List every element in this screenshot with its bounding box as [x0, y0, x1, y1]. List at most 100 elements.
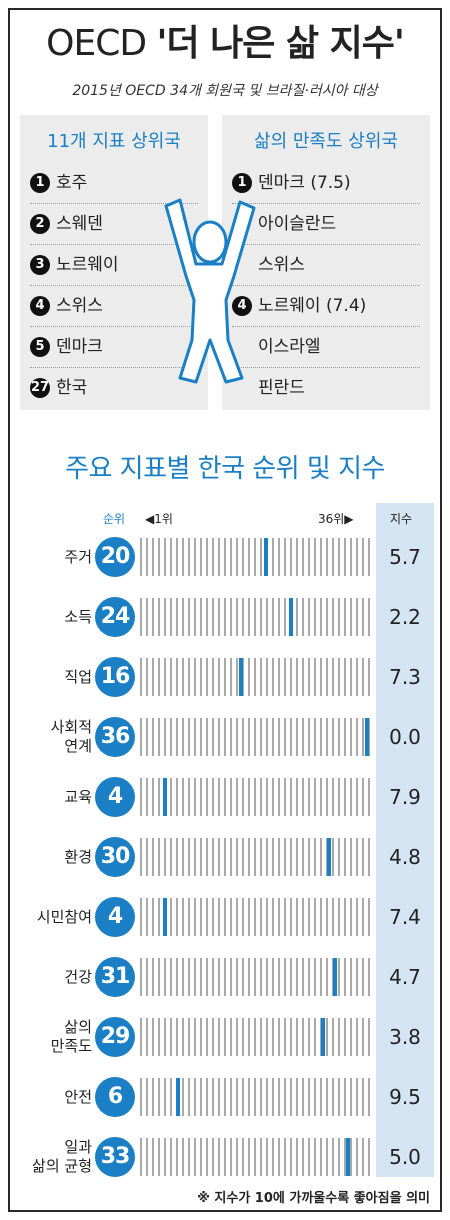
rank-marker: [333, 958, 338, 996]
country-name: 핀란드: [258, 378, 305, 398]
index-value: 2.2: [389, 605, 421, 629]
rank-scale-bar: [140, 1078, 373, 1116]
indicator-label: 환경: [64, 847, 92, 866]
title-main: '더 나은 삶 지수': [156, 23, 405, 64]
indicator-label: 주거: [64, 547, 92, 566]
country-name: 한국: [56, 378, 88, 398]
table-row: 시민참여 4 7.4: [0, 892, 450, 952]
section-title: 주요 지표별 한국 순위 및 지수: [65, 454, 385, 484]
index-value: 7.9: [389, 785, 421, 809]
index-value: 5.7: [389, 545, 421, 569]
list-item: 이스라엘: [232, 327, 420, 368]
index-value: 3.8: [389, 1025, 421, 1049]
list-item: 5 덴마크: [30, 327, 198, 368]
first-rank-header: ◀1위: [145, 512, 173, 526]
rank-badge: 36: [95, 717, 135, 757]
rank-marker: [162, 778, 167, 816]
rank-badge: 31: [95, 957, 135, 997]
list-item: 핀란드: [232, 368, 420, 408]
page-title: OECD '더 나은 삶 지수': [0, 14, 450, 66]
index-value: 7.3: [389, 665, 421, 689]
country-name: 덴마크: [56, 337, 103, 357]
rank-header: 순위: [103, 512, 126, 526]
index-value: 4.8: [389, 845, 421, 869]
index-value: 9.5: [389, 1085, 421, 1109]
life-satisfaction-heading: 삶의 만족도 상위국: [254, 131, 398, 152]
list-item: 4 스위스: [30, 286, 198, 327]
indicator-label: 시민참여: [36, 907, 92, 926]
indicator-label: 삶의 만족도: [50, 1018, 92, 1055]
index-value: 4.7: [389, 965, 421, 989]
rank-marker: [320, 1018, 325, 1056]
indicator-label: 일과 삶의 균형: [32, 1138, 92, 1175]
country-name: 아이슬란드: [258, 214, 337, 234]
index-value: 5.0: [389, 1145, 421, 1169]
rank-marker: [327, 838, 332, 876]
rank-badge: 20: [95, 537, 135, 577]
country-name: 스위스: [258, 255, 305, 275]
list-item: 4 노르웨이 (7.4): [232, 286, 420, 327]
rank-marker: [346, 1138, 351, 1176]
list-item: 2 스웨덴: [30, 204, 198, 245]
index-header: 지수: [390, 512, 413, 526]
rank-badge: 4: [95, 897, 135, 937]
rank-number: 1: [30, 173, 50, 193]
country-name: 노르웨이 (7.4): [258, 296, 367, 316]
footnote: ※ 지수가 10에 가까울수록 좋아짐을 의미: [197, 1191, 430, 1206]
rank-number: 5: [30, 337, 50, 357]
rank-marker: [238, 658, 243, 696]
rank-badge: 29: [95, 1017, 135, 1057]
top-countries-panel: 11개 지표 상위국 1 호주 2 스웨덴 3 노르웨이 4 스위스 5 덴마크 27 한국: [20, 115, 208, 410]
indicator-label: 사회적 연계: [50, 718, 92, 755]
rank-number: 4: [232, 296, 252, 316]
rank-marker: [289, 598, 294, 636]
rank-marker: [263, 538, 268, 576]
indicator-label: 건강: [64, 967, 92, 986]
list-item: 1 호주: [30, 163, 198, 204]
rank-scale-bar: [140, 778, 373, 816]
table-row: 안전 6 9.5: [0, 1072, 450, 1132]
country-name: 스위스: [56, 296, 103, 316]
top-countries-heading: 11개 지표 상위국: [47, 131, 181, 152]
country-name: 스웨덴: [56, 214, 103, 234]
table-row: 환경 30 4.8: [0, 832, 450, 892]
rank-scale-bar: [140, 1138, 373, 1176]
table-row: 사회적 연계 36 0.0: [0, 712, 450, 772]
rank-badge: 6: [95, 1077, 135, 1117]
country-name: 호주: [56, 173, 88, 193]
rank-scale-bar: [140, 658, 373, 696]
rank-badge: 30: [95, 837, 135, 877]
rank-scale-bar: [140, 898, 373, 936]
list-item: 1 덴마크 (7.5): [232, 163, 420, 204]
rank-marker: [162, 898, 167, 936]
subtitle: 2015년 OECD 34개 회원국 및 브라질·러시아 대상: [72, 83, 378, 99]
rank-scale-bar: [140, 538, 373, 576]
rank-number: 27: [30, 378, 50, 398]
index-value: 0.0: [389, 725, 421, 749]
rank-number: 2: [30, 214, 50, 234]
indicator-label: 소득: [64, 607, 92, 626]
table-row: 소득 24 2.2: [0, 592, 450, 652]
rank-badge: 4: [95, 777, 135, 817]
indicator-label: 안전: [64, 1087, 92, 1106]
rank-number: 4: [30, 296, 50, 316]
table-row: 일과 삶의 균형 33 5.0: [0, 1132, 450, 1192]
list-item: 아이슬란드: [232, 204, 420, 245]
country-name: 노르웨이: [56, 255, 119, 275]
frame-border: [8, 8, 442, 1212]
indicator-label: 교육: [64, 787, 92, 806]
cheering-person-icon: [164, 198, 256, 384]
rank-marker: [365, 718, 369, 756]
table-row: 주거 20 5.7: [0, 532, 450, 592]
indicator-label: 직업: [64, 667, 92, 686]
table-row: 삶의 만족도 29 3.8: [0, 1012, 450, 1072]
rank-scale-bar: [140, 598, 373, 636]
rank-badge: 33: [95, 1137, 135, 1177]
last-rank-header: 36위▶: [318, 512, 354, 526]
country-name: 이스라엘: [258, 337, 321, 357]
rank-marker: [175, 1078, 180, 1116]
rank-scale-bar: [140, 718, 373, 756]
index-column-background: [376, 503, 434, 1177]
rank-badge: 24: [95, 597, 135, 637]
